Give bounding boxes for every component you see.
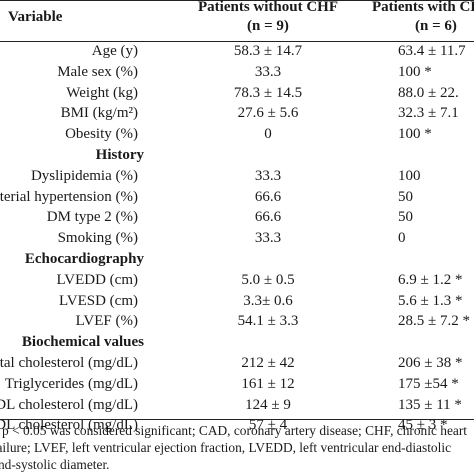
cell-without-chf: 66.6 xyxy=(254,188,282,205)
cell-without-chf: 58.3 ± 14.7 xyxy=(233,43,303,59)
row-label: Triglycerides (mg/dL) xyxy=(4,375,138,392)
cell-with-chf: 45 ± 3 * xyxy=(398,417,448,434)
cell-without-chf: 0 xyxy=(264,126,272,143)
cell-with-chf: 6.9 ± 1.2 * xyxy=(398,271,463,288)
cell-with-chf: 50 xyxy=(398,188,413,205)
row-label: Arterial hypertension (%) xyxy=(0,188,138,205)
footnote-line: failure; LVEF, left ventricular ejection… xyxy=(0,440,452,455)
table-bottom-rule xyxy=(0,419,474,420)
cell-without-chf: 57 ± 4 xyxy=(248,417,288,434)
cell-with-chf: 100 * xyxy=(398,63,432,80)
row-label: Smoking (%) xyxy=(57,230,138,247)
cell-with-chf: 5.6 ± 1.3 * xyxy=(398,292,463,309)
cell-with-chf: 88.0 ± 22. xyxy=(398,84,459,101)
row-label: Dyslipidemia (%) xyxy=(30,167,138,184)
header-col2-n: (n = 6) xyxy=(415,18,457,34)
cell-without-chf: 124 ± 9 xyxy=(245,396,291,413)
section-header: History xyxy=(95,147,144,163)
cell-with-chf: 0 xyxy=(398,230,406,247)
cell-without-chf: 33.3 xyxy=(254,230,282,247)
cell-without-chf: 3.3± 0.6 xyxy=(243,292,293,309)
cell-with-chf: 175 ±54 * xyxy=(398,375,459,392)
cell-without-chf: 161 ± 12 xyxy=(241,375,295,392)
cell-with-chf: 100 xyxy=(398,167,421,184)
cell-with-chf: 100 * xyxy=(398,126,432,143)
section-header: Biochemical values xyxy=(21,334,144,351)
cell-with-chf: 32.3 ± 7.1 xyxy=(398,105,459,122)
cell-with-chf: 206 ± 38 * xyxy=(398,355,463,371)
cell-without-chf: 212 ± 42 xyxy=(241,355,295,371)
header-variable: Variable xyxy=(8,9,63,25)
cell-without-chf: 66.6 xyxy=(254,209,282,226)
header-bottom-rule xyxy=(0,41,474,42)
header-col2-title: Patients with CHF xyxy=(372,0,474,15)
row-label: BMI (kg/m²) xyxy=(60,105,138,122)
cell-without-chf: 5.0 ± 0.5 xyxy=(241,271,295,288)
cell-without-chf: 54.1 ± 3.3 xyxy=(237,313,299,330)
row-label: Age (y) xyxy=(91,43,138,59)
cell-with-chf: 28.5 ± 7.2 * xyxy=(398,313,470,330)
cell-with-chf: 63.4 ± 11.7 xyxy=(398,43,466,59)
row-label: Obesity (%) xyxy=(65,126,138,143)
row-label: LVEF (%) xyxy=(75,313,138,330)
footnote-line: * p < 0.05 was considered significant; C… xyxy=(0,423,468,438)
row-label: LDL cholesterol (mg/dL) xyxy=(0,396,138,413)
cell-without-chf: 78.3 ± 14.5 xyxy=(233,84,303,101)
row-label: Weight (kg) xyxy=(66,84,138,101)
cell-with-chf: 135 ± 11 * xyxy=(398,396,462,413)
row-label: DM type 2 (%) xyxy=(46,209,138,226)
cell-with-chf: 50 xyxy=(398,209,413,226)
cell-without-chf: 27.6 ± 5.6 xyxy=(237,105,299,122)
cell-without-chf: 33.3 xyxy=(254,63,282,80)
header-col1-title: Patients without CHF xyxy=(198,0,338,15)
header-col1-n: (n = 9) xyxy=(247,18,289,34)
row-label: HDL cholesterol (mg/dL) xyxy=(0,417,138,434)
cell-without-chf: 33.3 xyxy=(254,167,282,184)
footnote-line: end-systolic diameter. xyxy=(0,457,110,472)
row-label: LVEDD (cm) xyxy=(56,271,138,288)
row-label: LVESD (cm) xyxy=(58,292,138,309)
section-header: Echocardiography xyxy=(24,251,144,267)
table-top-rule xyxy=(0,0,474,1)
row-label: Male sex (%) xyxy=(57,63,138,80)
row-label: Total cholesterol (mg/dL) xyxy=(0,355,138,371)
